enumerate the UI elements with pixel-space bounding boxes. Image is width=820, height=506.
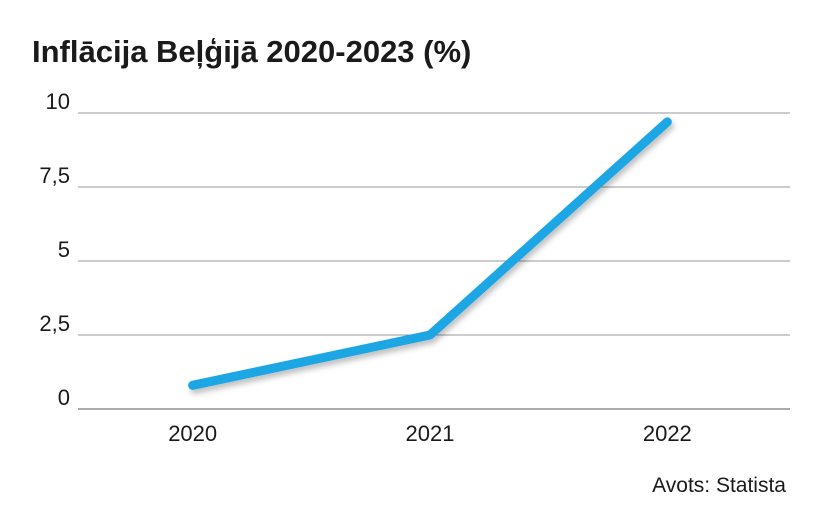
x-tick-label: 2022 (643, 421, 692, 446)
x-tick-label: 2020 (168, 421, 217, 446)
y-tick-label: 5 (58, 237, 70, 262)
chart-title: Inflācija Beļģijā 2020-2023 (%) (32, 34, 471, 69)
x-tick-label: 2021 (406, 421, 455, 446)
line-series (188, 117, 672, 390)
source: Avots: Statista (652, 474, 786, 497)
y-tick-label: 0 (58, 385, 70, 410)
y-tick-label: 7,5 (39, 163, 70, 188)
y-tick-label: 10 (46, 89, 70, 114)
y-tick-label: 2,5 (39, 311, 70, 336)
